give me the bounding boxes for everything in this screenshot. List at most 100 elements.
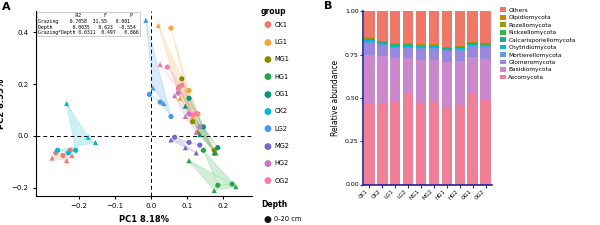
- Text: group: group: [261, 7, 287, 16]
- Bar: [364, 38, 374, 39]
- Bar: [442, 52, 452, 62]
- Text: OG1: OG1: [274, 91, 289, 97]
- Point: [166, 26, 176, 30]
- Point: [173, 86, 183, 90]
- Bar: [377, 44, 388, 46]
- Point: [231, 185, 241, 189]
- Point: [184, 112, 194, 116]
- Point: [177, 77, 187, 81]
- Polygon shape: [146, 20, 171, 117]
- Bar: [390, 58, 400, 101]
- Bar: [429, 49, 439, 60]
- Point: [163, 65, 172, 69]
- Point: [173, 85, 183, 88]
- Point: [177, 83, 187, 87]
- Point: [195, 125, 205, 129]
- Bar: [390, 44, 400, 45]
- Point: [188, 115, 197, 118]
- Bar: [442, 108, 452, 184]
- Bar: [390, 49, 400, 58]
- Point: [209, 189, 219, 192]
- Legend: Others, Olpidiomycota, Rozellomycota, Kickxellomycota, Calcarisporiellomycota, C: Others, Olpidiomycota, Rozellomycota, Ki…: [500, 7, 575, 80]
- Bar: [455, 49, 465, 51]
- Bar: [364, 42, 374, 43]
- Bar: [481, 100, 491, 184]
- Bar: [390, 43, 400, 44]
- Bar: [416, 48, 426, 49]
- Bar: [364, 103, 374, 184]
- Bar: [455, 47, 465, 48]
- Point: [166, 115, 176, 118]
- Bar: [364, 55, 374, 103]
- Text: ●: ●: [264, 159, 272, 168]
- Point: [191, 130, 201, 134]
- Text: OG2: OG2: [274, 178, 289, 184]
- Bar: [416, 46, 426, 48]
- Bar: [390, 101, 400, 184]
- Point: [213, 184, 223, 187]
- Point: [188, 120, 197, 124]
- Bar: [481, 44, 491, 45]
- Point: [213, 146, 223, 149]
- Polygon shape: [185, 98, 218, 153]
- Point: [71, 148, 80, 152]
- Point: [65, 148, 75, 152]
- Point: [209, 148, 219, 152]
- Point: [166, 138, 176, 142]
- Bar: [377, 43, 388, 44]
- Bar: [403, 58, 413, 94]
- Bar: [416, 45, 426, 46]
- Polygon shape: [175, 93, 200, 132]
- Point: [67, 154, 77, 157]
- Bar: [403, 94, 413, 184]
- Bar: [377, 103, 388, 184]
- Polygon shape: [160, 65, 196, 114]
- Bar: [390, 11, 400, 43]
- Point: [145, 93, 154, 96]
- Bar: [416, 44, 426, 45]
- Text: MG2: MG2: [274, 143, 289, 149]
- Point: [53, 148, 62, 152]
- Point: [155, 63, 165, 66]
- Bar: [403, 44, 413, 45]
- Point: [181, 146, 190, 149]
- Bar: [403, 43, 413, 44]
- Bar: [455, 46, 465, 47]
- Point: [64, 151, 73, 155]
- Bar: [455, 51, 465, 61]
- Bar: [429, 44, 439, 45]
- Text: ●: ●: [264, 38, 272, 47]
- Bar: [364, 37, 374, 38]
- Bar: [429, 60, 439, 101]
- Bar: [377, 40, 388, 41]
- Bar: [455, 61, 465, 106]
- Bar: [390, 45, 400, 47]
- Point: [141, 18, 151, 22]
- Point: [181, 115, 190, 118]
- Point: [184, 159, 194, 162]
- Text: ●: ●: [264, 90, 272, 99]
- Y-axis label: Relative abundance: Relative abundance: [331, 60, 340, 136]
- Bar: [442, 11, 452, 47]
- Polygon shape: [158, 26, 198, 117]
- Bar: [467, 57, 478, 94]
- Text: ●: ●: [264, 107, 272, 116]
- Text: ●: ●: [264, 55, 272, 64]
- Point: [199, 148, 208, 152]
- Text: R2        F        P
Grazing    0.7058  31.55   0.001
Depth       0.0035   0.623: R2 F P Grazing 0.7058 31.55 0.001 Depth …: [38, 13, 139, 36]
- Bar: [429, 46, 439, 48]
- Point: [51, 151, 61, 155]
- Bar: [467, 44, 478, 45]
- Point: [191, 151, 201, 155]
- Point: [195, 133, 205, 137]
- Bar: [403, 47, 413, 49]
- Text: A: A: [1, 2, 10, 12]
- Text: B: B: [325, 1, 332, 11]
- Point: [227, 182, 237, 186]
- Bar: [390, 47, 400, 49]
- Bar: [481, 11, 491, 43]
- Bar: [364, 11, 374, 37]
- Y-axis label: PC2 6.55%: PC2 6.55%: [0, 78, 6, 129]
- Bar: [377, 11, 388, 40]
- Bar: [467, 42, 478, 43]
